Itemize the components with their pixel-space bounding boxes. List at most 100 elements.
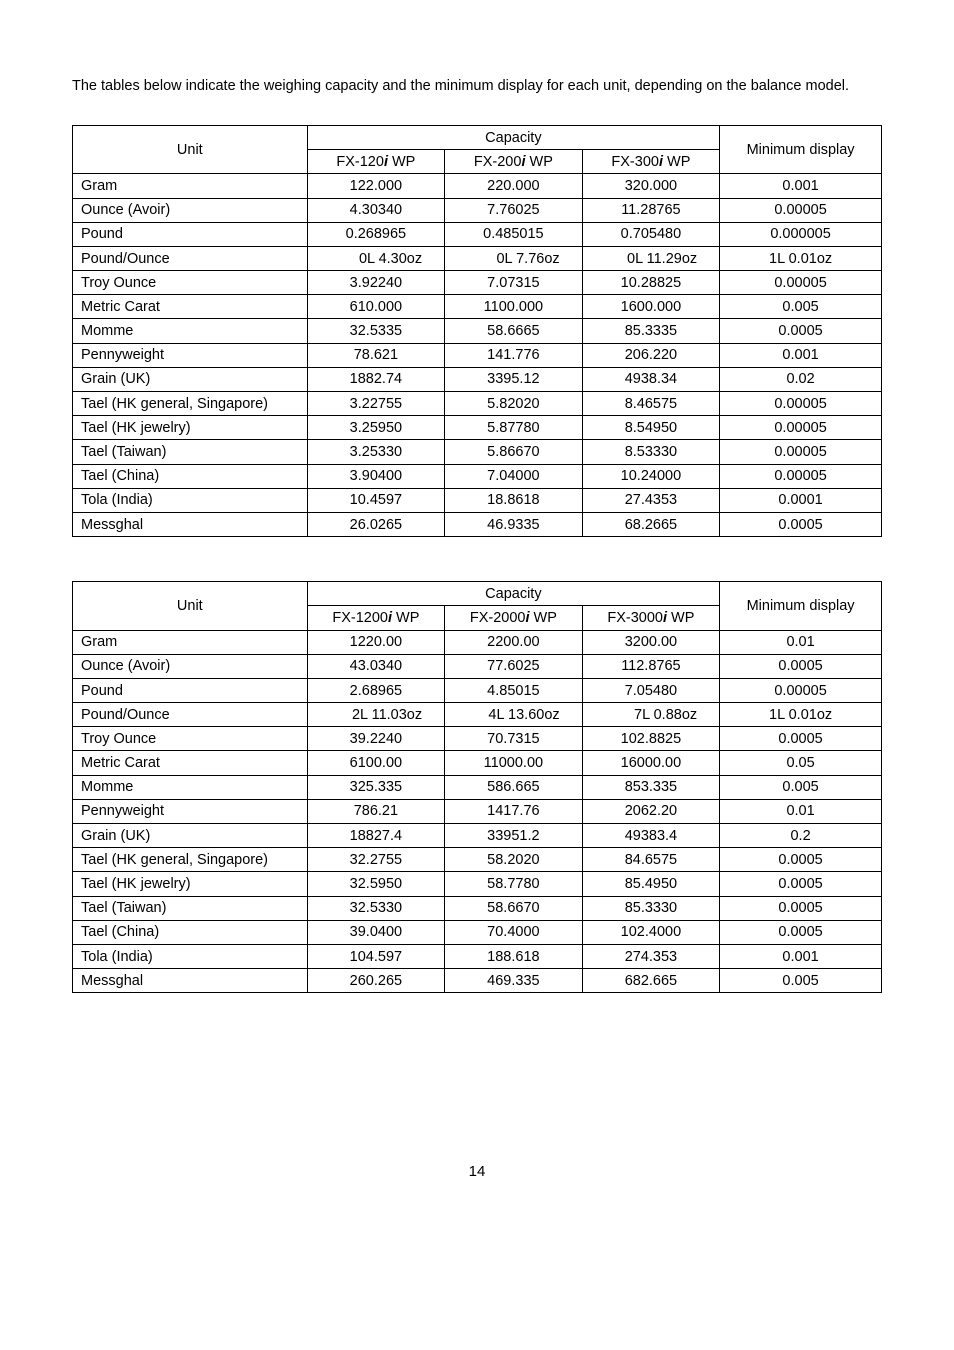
model-header: FX-200i WP — [445, 150, 583, 174]
capacity-cell: 2L 11.03oz — [307, 703, 445, 727]
min-display-cell: 0.00005 — [720, 678, 882, 702]
capacity-cell: 188.618 — [445, 944, 583, 968]
header-unit: Unit — [73, 125, 308, 173]
unit-cell: Pennyweight — [73, 799, 308, 823]
model-header: FX-300i WP — [582, 150, 720, 174]
capacity-cell: 1882.74 — [307, 367, 445, 391]
table-row: Tael (China)39.040070.4000102.40000.0005 — [73, 920, 882, 944]
table-row: Tola (India)104.597188.618274.3530.001 — [73, 944, 882, 968]
capacity-cell: 320.000 — [582, 174, 720, 198]
header-capacity: Capacity — [307, 125, 720, 149]
capacity-cell: 85.4950 — [582, 872, 720, 896]
unit-cell: Pennyweight — [73, 343, 308, 367]
capacity-cell: 8.54950 — [582, 416, 720, 440]
capacity-cell: 1220.00 — [307, 630, 445, 654]
capacity-cell: 68.2665 — [582, 512, 720, 536]
table-row: Gram1220.002200.003200.000.01 — [73, 630, 882, 654]
unit-cell: Tael (HK general, Singapore) — [73, 848, 308, 872]
capacity-cell: 7L 0.88oz — [582, 703, 720, 727]
min-display-cell: 0.005 — [720, 295, 882, 319]
min-display-cell: 0.01 — [720, 630, 882, 654]
unit-cell: Metric Carat — [73, 751, 308, 775]
capacity-cell: 49383.4 — [582, 824, 720, 848]
capacity-cell: 5.86670 — [445, 440, 583, 464]
capacity-cell: 3.90400 — [307, 464, 445, 488]
capacity-cell: 85.3335 — [582, 319, 720, 343]
capacity-cell: 32.2755 — [307, 848, 445, 872]
unit-cell: Tael (HK jewelry) — [73, 416, 308, 440]
capacity-cell: 27.4353 — [582, 488, 720, 512]
capacity-cell: 70.7315 — [445, 727, 583, 751]
unit-cell: Tael (HK jewelry) — [73, 872, 308, 896]
min-display-cell: 0.01 — [720, 799, 882, 823]
capacity-cell: 0.705480 — [582, 222, 720, 246]
capacity-cell: 0.268965 — [307, 222, 445, 246]
capacity-cell: 1100.000 — [445, 295, 583, 319]
min-display-cell: 0.0005 — [720, 319, 882, 343]
table-row: Metric Carat6100.0011000.0016000.000.05 — [73, 751, 882, 775]
unit-cell: Grain (UK) — [73, 824, 308, 848]
capacity-cell: 682.665 — [582, 969, 720, 993]
table-row: Tola (India)10.459718.861827.43530.0001 — [73, 488, 882, 512]
capacity-cell: 3200.00 — [582, 630, 720, 654]
min-display-cell: 0.00005 — [720, 440, 882, 464]
intro-paragraph: The tables below indicate the weighing c… — [72, 75, 882, 97]
table-row: Tael (HK jewelry)32.595058.778085.49500.… — [73, 872, 882, 896]
capacity-cell: 206.220 — [582, 343, 720, 367]
unit-cell: Troy Ounce — [73, 727, 308, 751]
table-row: Grain (UK)1882.743395.124938.340.02 — [73, 367, 882, 391]
min-display-cell: 0.001 — [720, 174, 882, 198]
unit-cell: Tael (Taiwan) — [73, 440, 308, 464]
capacity-cell: 469.335 — [445, 969, 583, 993]
unit-cell: Pound/Ounce — [73, 703, 308, 727]
capacity-cell: 84.6575 — [582, 848, 720, 872]
capacity-cell: 58.6670 — [445, 896, 583, 920]
capacity-cell: 122.000 — [307, 174, 445, 198]
capacity-cell: 141.776 — [445, 343, 583, 367]
unit-cell: Gram — [73, 174, 308, 198]
min-display-cell: 0.00005 — [720, 464, 882, 488]
header-unit: Unit — [73, 582, 308, 630]
min-display-cell: 0.00005 — [720, 416, 882, 440]
unit-cell: Gram — [73, 630, 308, 654]
unit-cell: Tola (India) — [73, 488, 308, 512]
capacity-table-small: Unit Capacity Minimum display FX-120i WP… — [72, 125, 882, 537]
capacity-cell: 610.000 — [307, 295, 445, 319]
capacity-cell: 853.335 — [582, 775, 720, 799]
min-display-cell: 0.005 — [720, 775, 882, 799]
capacity-cell: 7.04000 — [445, 464, 583, 488]
capacity-table-large: Unit Capacity Minimum display FX-1200i W… — [72, 581, 882, 993]
min-display-cell: 0.0005 — [720, 848, 882, 872]
min-display-cell: 0.2 — [720, 824, 882, 848]
min-display-cell: 0.001 — [720, 944, 882, 968]
capacity-cell: 4.30340 — [307, 198, 445, 222]
min-display-cell: 0.00005 — [720, 392, 882, 416]
min-display-cell: 0.0005 — [720, 654, 882, 678]
table-row: Momme32.533558.666585.33350.0005 — [73, 319, 882, 343]
capacity-cell: 112.8765 — [582, 654, 720, 678]
model-header: FX-3000i WP — [582, 606, 720, 630]
capacity-cell: 0.485015 — [445, 222, 583, 246]
capacity-cell: 32.5335 — [307, 319, 445, 343]
capacity-cell: 7.76025 — [445, 198, 583, 222]
capacity-cell: 5.82020 — [445, 392, 583, 416]
unit-cell: Ounce (Avoir) — [73, 198, 308, 222]
capacity-cell: 1417.76 — [445, 799, 583, 823]
capacity-cell: 104.597 — [307, 944, 445, 968]
capacity-cell: 7.07315 — [445, 271, 583, 295]
capacity-cell: 220.000 — [445, 174, 583, 198]
unit-cell: Tael (China) — [73, 464, 308, 488]
table-row: Pound2.689654.850157.054800.00005 — [73, 678, 882, 702]
capacity-cell: 3.92240 — [307, 271, 445, 295]
capacity-cell: 0L 4.30oz — [307, 246, 445, 270]
min-display-cell: 0.00005 — [720, 198, 882, 222]
capacity-cell: 6100.00 — [307, 751, 445, 775]
capacity-cell: 2200.00 — [445, 630, 583, 654]
capacity-cell: 18.8618 — [445, 488, 583, 512]
table-row: Pennyweight786.211417.762062.200.01 — [73, 799, 882, 823]
table-row: Pound/Ounce2L 11.03oz4L 13.60oz7L 0.88oz… — [73, 703, 882, 727]
table-row: Ounce (Avoir)4.303407.7602511.287650.000… — [73, 198, 882, 222]
table-row: Metric Carat610.0001100.0001600.0000.005 — [73, 295, 882, 319]
min-display-cell: 1L 0.01oz — [720, 246, 882, 270]
capacity-cell: 4.85015 — [445, 678, 583, 702]
